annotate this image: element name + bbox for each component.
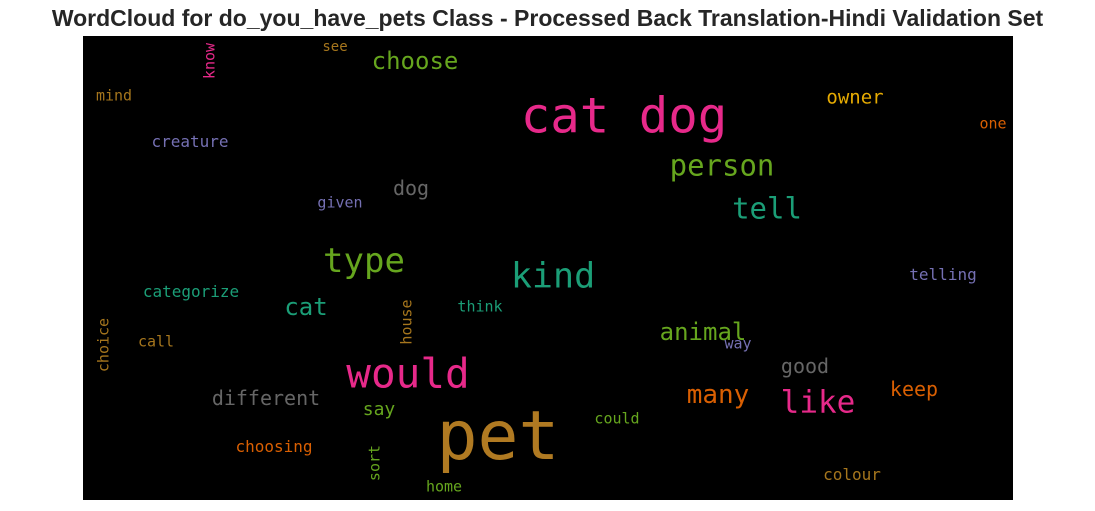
word-kind: kind [510,256,596,297]
word-home: home [425,477,463,496]
word-cat: cat [284,293,328,321]
word-call: call [137,332,175,351]
word-would: would [346,349,470,398]
word-see: see [322,39,348,55]
word-know: know [200,42,219,80]
word-tell: tell [732,191,802,226]
word-pet: pet [436,397,560,476]
word-type: type [323,241,405,281]
word-choosing: choosing [235,437,313,456]
word-cat-dog: cat dog [520,87,728,145]
word-mind: mind [95,86,133,105]
word-say: say [362,399,396,420]
word-colour: colour [823,465,881,484]
chart-title: WordCloud for do_you_have_pets Class - P… [51,5,1044,31]
word-keep: keep [889,377,939,401]
wordcloud-canvas: pet cat dog would kind type like person tell man… [83,36,1013,500]
word-way: way [724,334,752,353]
word-choice: choice [94,317,113,373]
word-animal: animal [659,318,747,346]
word-one: one [979,114,1007,133]
word-different: different [211,386,321,410]
word-good: good [780,354,830,378]
word-many: many [686,380,750,410]
word-categorize: categorize [142,282,240,301]
word-given: given [317,193,363,212]
word-think: think [457,297,503,316]
word-choose: choose [371,47,459,75]
word-telling: telling [909,265,977,284]
word-dog: dog [392,176,430,200]
word-sort: sort [365,444,384,482]
word-person: person [669,148,775,183]
word-like: like [780,384,856,421]
word-house: house [397,299,416,345]
word-could: could [594,409,640,428]
word-owner: owner [826,86,884,109]
word-creature: creature [151,132,229,151]
